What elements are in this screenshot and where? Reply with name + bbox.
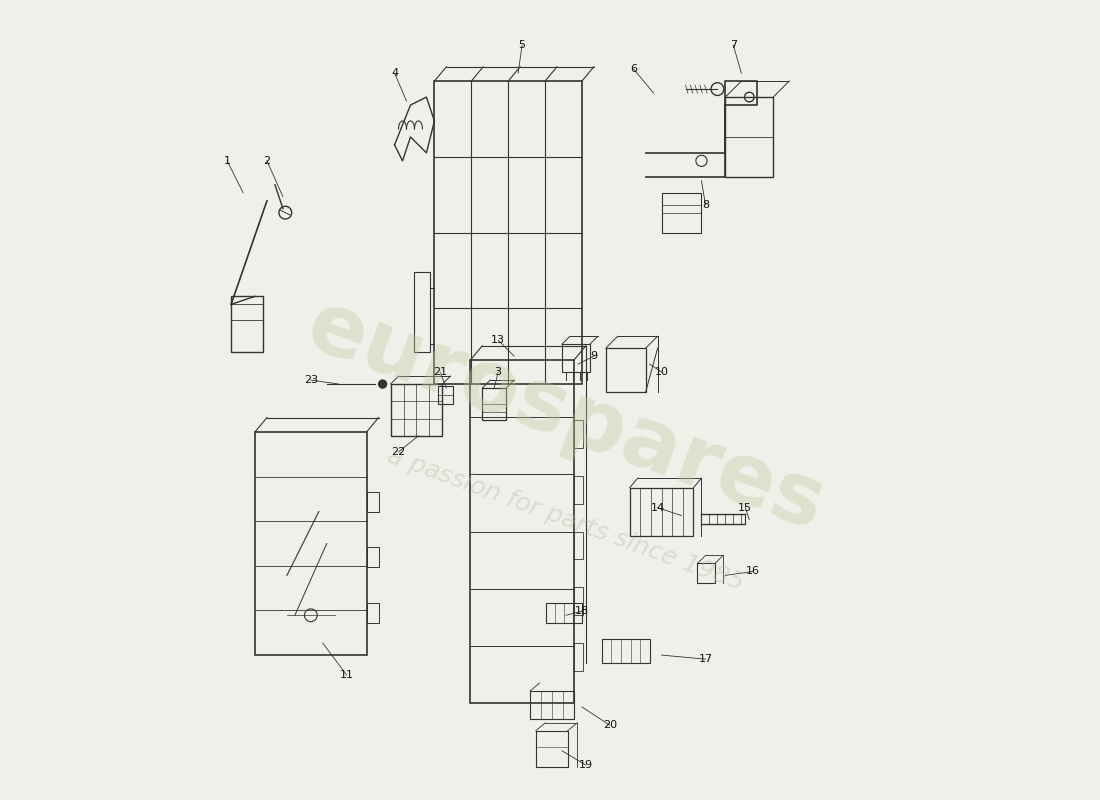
Bar — [366, 492, 378, 512]
Bar — [231, 296, 263, 352]
Text: 23: 23 — [304, 375, 318, 385]
Bar — [536, 731, 568, 766]
Bar — [562, 344, 590, 372]
Bar — [602, 639, 650, 663]
Text: 15: 15 — [738, 502, 752, 513]
Bar — [606, 348, 646, 392]
Text: 2: 2 — [263, 156, 271, 166]
Bar — [366, 603, 378, 623]
Bar — [574, 643, 583, 671]
Text: 13: 13 — [492, 335, 505, 346]
Text: 4: 4 — [390, 68, 398, 78]
Text: 7: 7 — [729, 40, 737, 50]
Text: a passion for parts since 1985: a passion for parts since 1985 — [384, 444, 748, 595]
Bar — [482, 388, 506, 420]
Text: 22: 22 — [392, 447, 406, 457]
Bar — [661, 193, 702, 233]
Text: 20: 20 — [603, 720, 617, 730]
Bar — [725, 97, 773, 177]
Bar — [255, 432, 366, 655]
Text: 11: 11 — [340, 670, 354, 680]
Text: 14: 14 — [650, 502, 664, 513]
Text: 18: 18 — [575, 606, 589, 616]
Bar — [697, 563, 715, 583]
Bar — [574, 420, 583, 448]
Text: 5: 5 — [518, 40, 526, 50]
Text: 16: 16 — [746, 566, 760, 577]
Text: eurospares: eurospares — [296, 284, 836, 548]
Bar — [574, 531, 583, 559]
Bar — [530, 691, 574, 719]
Bar — [415, 273, 430, 352]
Text: 1: 1 — [223, 156, 231, 166]
Text: 9: 9 — [591, 351, 597, 361]
Bar — [471, 360, 574, 703]
Bar — [574, 587, 583, 615]
Text: 19: 19 — [579, 760, 593, 770]
Bar — [439, 386, 453, 404]
Text: 3: 3 — [495, 367, 502, 377]
Bar — [546, 603, 582, 623]
Bar — [366, 547, 378, 567]
Text: 8: 8 — [702, 200, 710, 210]
Text: 10: 10 — [654, 367, 669, 377]
Text: 6: 6 — [630, 64, 637, 74]
Bar — [629, 488, 693, 535]
Text: 21: 21 — [433, 367, 447, 377]
Text: 17: 17 — [698, 654, 713, 664]
Bar — [434, 81, 582, 384]
Bar — [574, 476, 583, 504]
Bar — [390, 384, 442, 436]
Circle shape — [378, 380, 386, 388]
